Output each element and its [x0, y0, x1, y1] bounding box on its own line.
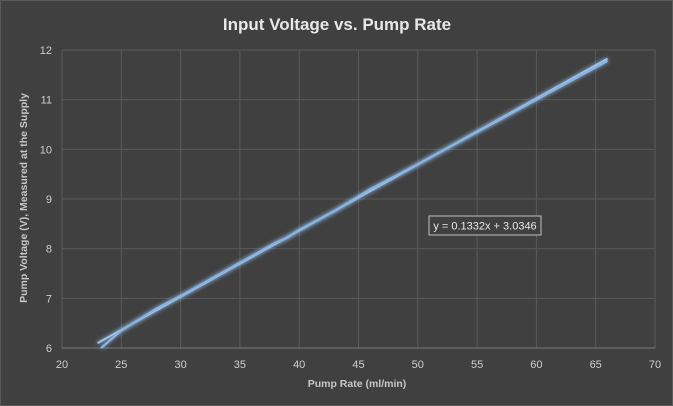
y-tick-label: 12: [40, 45, 52, 57]
series-line: [100, 59, 609, 349]
grid: [61, 49, 656, 349]
x-tick-label: 50: [412, 359, 424, 371]
x-tick-label: 20: [56, 359, 68, 371]
chart-title: Input Voltage vs. Pump Rate: [223, 15, 451, 34]
x-tick-label: 65: [590, 359, 602, 371]
x-tick-label: 45: [352, 359, 364, 371]
x-axis-title: Pump Rate (ml/min): [308, 378, 407, 390]
x-tick-label: 60: [530, 359, 542, 371]
y-tick-label: 6: [46, 343, 52, 355]
x-tick-label: 55: [471, 359, 483, 371]
equation-box-border: [428, 215, 542, 236]
y-tick-label: 10: [40, 144, 52, 156]
trendline-equation-box: y = 0.1332x + 3.0346: [428, 215, 542, 236]
x-tick-label: 70: [649, 359, 661, 371]
x-tick-label: 30: [174, 359, 186, 371]
y-axis-title: Pump Voltage (V), Measured at the Supply: [18, 93, 30, 303]
x-tick-label: 40: [293, 359, 305, 371]
x-tick-label: 25: [115, 359, 127, 371]
y-tick-label: 9: [46, 194, 52, 206]
x-tick-label: 35: [234, 359, 246, 371]
data-marks: [97, 57, 609, 349]
y-tick-label: 8: [46, 244, 52, 256]
y-tick-label: 7: [46, 293, 52, 305]
trendline-equation: y = 0.1332x + 3.0346: [433, 221, 536, 233]
y-tick-label: 11: [41, 95, 52, 107]
tick-labels: 6 7 8 9 10 11 12 20 25 30 35 40 45 50 55 60 65 70: [40, 45, 661, 371]
